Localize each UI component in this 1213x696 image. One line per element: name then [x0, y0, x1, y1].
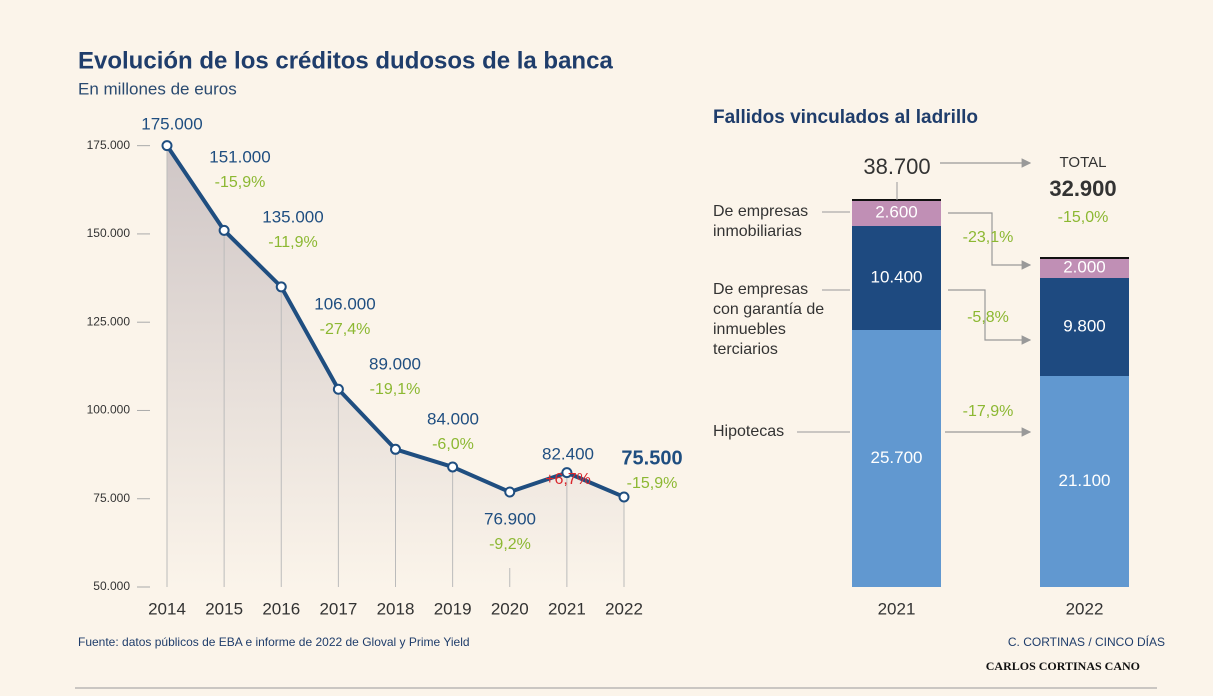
value-label: 106.000 [314, 294, 375, 313]
x-tick-label: 2022 [1066, 599, 1104, 618]
value-label: 84.000 [427, 409, 479, 428]
y-tick-label: 175.000 [87, 138, 131, 152]
change-label: -27,4% [320, 321, 371, 338]
x-tick-label: 2017 [319, 599, 357, 618]
point [561, 467, 573, 479]
point [332, 383, 344, 395]
chart-subtitle: En millones de euros [78, 79, 237, 98]
arrow [948, 289, 1032, 345]
value-label: 2.000 [1063, 257, 1106, 276]
author: CARLOS CORTINAS CANO [986, 659, 1140, 673]
change-label: -9,2% [489, 536, 531, 553]
value-label: 89.000 [369, 354, 421, 373]
x-tick-label: 2019 [434, 599, 472, 618]
value-label: 75.500 [621, 447, 682, 469]
value-label: 25.700 [871, 448, 923, 467]
x-tick-label: 2016 [262, 599, 300, 618]
point [218, 224, 230, 236]
x-tick-label: 2021 [878, 599, 916, 618]
value-label: 9.800 [1063, 316, 1106, 335]
point [447, 461, 459, 473]
bar-segment [1040, 258, 1129, 278]
bar-segment [852, 200, 941, 226]
bar-segment [852, 226, 941, 330]
x-tick-label: 2020 [491, 599, 529, 618]
point [275, 281, 287, 293]
point [390, 443, 401, 455]
value-label: 10.400 [871, 267, 923, 286]
total-change: -15,0% [1058, 209, 1109, 226]
x-tick-label: 2021 [548, 599, 586, 618]
arrows [940, 158, 1032, 437]
value-label: 135.000 [262, 207, 323, 226]
change-label: -6,0% [432, 436, 474, 453]
arrow [948, 212, 1032, 270]
legend-label: Hipotecas [713, 423, 785, 440]
y-tick-label: 125.000 [87, 314, 131, 328]
total-title: TOTAL [1060, 154, 1107, 171]
x-tick-label: 2015 [205, 599, 243, 618]
change-label: -5,8% [967, 309, 1009, 326]
point [504, 486, 516, 498]
total-label: 32.900 [1049, 176, 1116, 201]
y-tick-label: 75.000 [93, 491, 130, 505]
change-label: -23,1% [963, 229, 1014, 246]
change-label: -11,9% [268, 234, 318, 251]
value-label: 82.400 [542, 444, 594, 463]
point [618, 491, 630, 503]
value-label: 21.100 [1059, 471, 1111, 490]
y-tick-label: 150.000 [87, 226, 131, 240]
x-tick-label: 2022 [605, 599, 643, 618]
change-label: -15,9% [627, 475, 678, 492]
point [161, 140, 173, 152]
change-label: -17,9% [963, 403, 1014, 420]
source: Fuente: datos públicos de EBA e informe … [78, 635, 470, 649]
value-label: 2.600 [875, 202, 918, 221]
change-label: -19,1% [370, 381, 421, 398]
bar-segment [1040, 278, 1129, 376]
bar-segment [852, 330, 941, 587]
legend-label: De empresas con garantía de inmuebles te… [713, 281, 825, 358]
chart-title: Evolución de los créditos dudosos de la … [78, 47, 613, 74]
value-label: 76.900 [484, 509, 536, 528]
x-tick-label: 2018 [377, 599, 415, 618]
change-label: +6,7% [545, 471, 591, 488]
y-tick-label: 100.000 [87, 403, 131, 417]
value-label: 151.000 [209, 147, 270, 166]
total-label: 38.700 [863, 154, 930, 179]
value-label: 175.000 [141, 114, 202, 133]
chart-title: Fallidos vinculados al ladrillo [713, 107, 978, 128]
x-tick-label: 2014 [148, 599, 186, 618]
change-label: -15,9% [215, 174, 266, 191]
y-tick-label: 50.000 [93, 579, 130, 593]
bar-segment [1040, 376, 1129, 587]
credit: C. CORTINAS / CINCO DÍAS [1008, 634, 1165, 649]
legend-label: De empresas inmobiliarias [713, 203, 809, 240]
